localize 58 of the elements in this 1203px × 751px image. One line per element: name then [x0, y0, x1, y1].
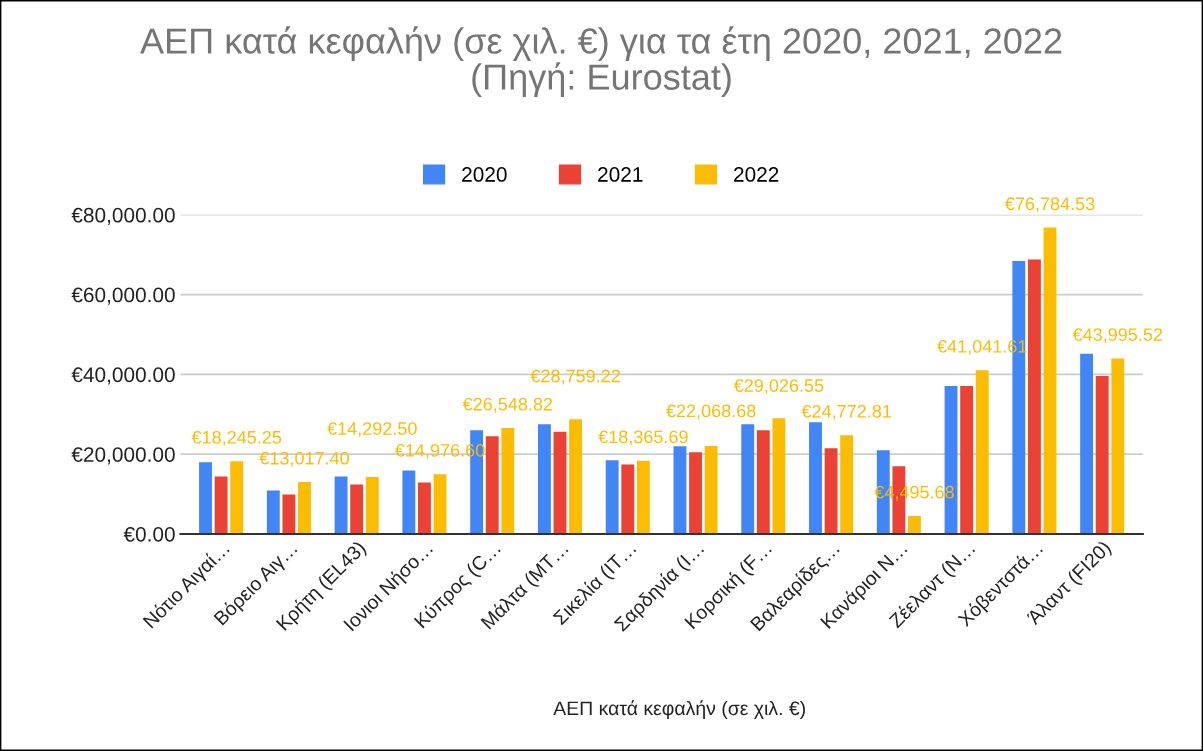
bar: [689, 452, 702, 534]
bar: [214, 476, 228, 534]
data-label: €18,245.25: [191, 430, 282, 446]
data-label: €43,995.52: [1072, 328, 1163, 344]
data-label: €22,068.68: [666, 404, 756, 420]
bar: [975, 370, 989, 534]
legend-label: 2020: [462, 167, 507, 182]
bar: [1027, 259, 1041, 534]
bar: [350, 484, 364, 534]
bar: [840, 435, 854, 534]
data-label: €13,017.40: [259, 451, 349, 467]
bar: [1043, 227, 1057, 534]
bar: [537, 424, 551, 534]
bar: [621, 464, 635, 534]
bar: [266, 490, 280, 534]
chart-title: ΑΕΠ κατά κεφαλήν (σε χιλ. €) για τα έτη 2020, 2021, 2022 (Πηγή: Eurostat): [140, 26, 1062, 98]
bar: [1095, 375, 1109, 534]
data-label: €18,365.69: [598, 430, 688, 446]
bar: [636, 460, 650, 534]
bar: [418, 482, 431, 534]
data-label: €26,548.82: [462, 397, 553, 413]
bar: [501, 428, 515, 534]
legend-label: 2022: [734, 167, 779, 182]
bar: [704, 445, 718, 534]
bar: [756, 430, 770, 534]
bar: [334, 476, 348, 534]
data-label: €29,026.55: [733, 379, 824, 395]
bar: [569, 419, 583, 534]
bar: [824, 448, 838, 534]
bar: [402, 470, 416, 534]
data-label: €14,292.50: [327, 422, 417, 438]
bar: [1111, 358, 1125, 534]
y-tick-label: €60,000.00: [71, 287, 175, 305]
bar: [673, 446, 687, 534]
bar: [485, 436, 499, 534]
bar: [908, 516, 921, 534]
x-axis-title: ΑΕΠ κατά κεφαλήν (σε χιλ. €): [553, 700, 805, 720]
legend-label: 2021: [598, 167, 643, 182]
bar: [365, 476, 379, 534]
bar: [433, 474, 447, 534]
data-label: €28,759.22: [530, 369, 620, 385]
bar: [605, 460, 619, 534]
data-label: €24,772.81: [801, 404, 891, 420]
bar: [772, 418, 786, 534]
bar: [1080, 353, 1094, 534]
y-tick-label: €40,000.00: [71, 367, 175, 385]
bar: [199, 462, 212, 534]
bar: [230, 461, 244, 534]
bar: [298, 482, 311, 534]
y-tick-label: €0.00: [123, 526, 175, 542]
data-label: €76,784.53: [1004, 197, 1095, 213]
bar: [282, 494, 296, 534]
bar: [960, 385, 974, 534]
bar: [553, 431, 567, 534]
bar: [741, 424, 755, 534]
y-tick-label: €20,000.00: [71, 447, 175, 465]
bar: [809, 422, 822, 534]
y-tick-label: €80,000.00: [71, 207, 175, 225]
